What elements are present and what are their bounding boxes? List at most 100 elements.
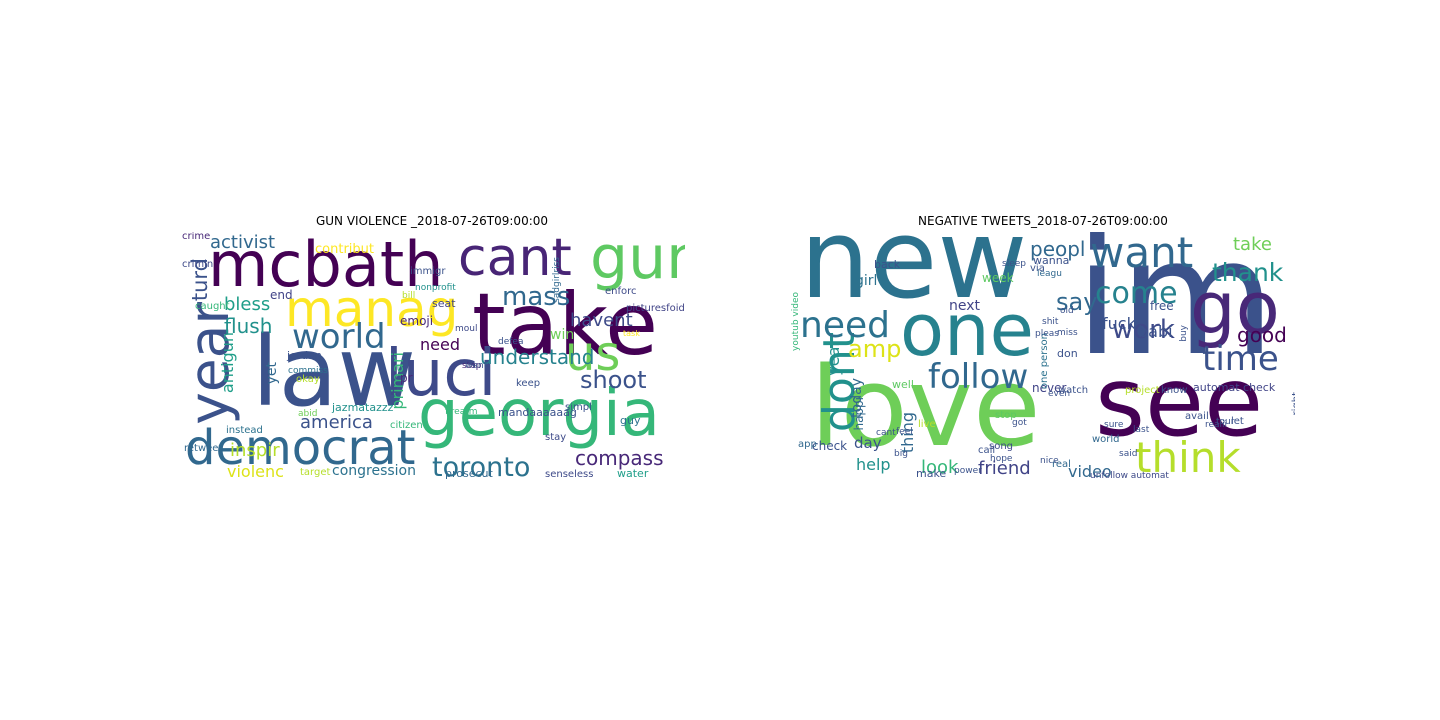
cloud-word: congression bbox=[332, 463, 416, 479]
cloud-word: feel bbox=[896, 427, 913, 437]
cloud-word: mass bbox=[502, 282, 571, 312]
cloud-word: automat check bbox=[1193, 381, 1276, 394]
cloud-word: luci bbox=[385, 337, 497, 411]
cloud-word: pleas bbox=[1035, 329, 1059, 339]
cloud-word: see bbox=[1095, 346, 1264, 458]
cloud-word: old bbox=[1060, 306, 1074, 316]
cloud-word: power bbox=[954, 466, 982, 476]
cloud-word: jordan bbox=[287, 349, 322, 362]
cloud-word: got bbox=[1012, 418, 1027, 428]
cloud-word: year bbox=[824, 340, 843, 376]
cloud-word: havent bbox=[570, 310, 633, 331]
cloud-word: babi bbox=[1138, 322, 1173, 341]
cloud-word: toronto bbox=[432, 452, 531, 482]
cloud-word: law bbox=[252, 316, 417, 428]
cloud-word: think bbox=[1135, 433, 1241, 482]
word-cloud-image: lawtakemcbathgeorgialucidemocratcantgunm… bbox=[180, 232, 685, 482]
cloud-word: emoji bbox=[400, 314, 434, 328]
cloud-word: amp bbox=[848, 335, 902, 363]
cloud-word: take bbox=[1233, 234, 1272, 255]
cloud-word: antigun bbox=[218, 332, 237, 394]
cloud-word: commiss bbox=[288, 366, 328, 376]
cloud-word: help bbox=[856, 455, 891, 474]
cloud-word: good bbox=[1237, 323, 1287, 347]
cloud-word: stop bbox=[995, 410, 1017, 421]
cloud-word: contribut bbox=[315, 242, 374, 257]
cloud-word: retweet bbox=[184, 443, 223, 454]
cloud-word: look bbox=[921, 457, 959, 478]
cloud-word: love bbox=[810, 343, 1041, 471]
cloud-word: need bbox=[420, 335, 460, 354]
cloud-word: let bbox=[1231, 416, 1244, 427]
cloud-word: thank bbox=[1212, 258, 1284, 287]
cloud-word: reaiii bbox=[1205, 420, 1228, 430]
cloud-word: make bbox=[916, 467, 947, 480]
cloud-word: gun bbox=[590, 232, 685, 293]
cloud-word: simpl bbox=[565, 402, 592, 413]
cloud-word: end bbox=[270, 288, 293, 302]
cloud-word: real bbox=[1052, 459, 1071, 470]
cloud-word: day bbox=[854, 434, 882, 452]
cloud-word: us bbox=[565, 326, 621, 382]
cloud-word: week bbox=[982, 271, 1014, 285]
cloud-word: unfollow automat bbox=[1090, 471, 1169, 481]
cloud-word: picturesfoid bbox=[626, 303, 685, 314]
cloud-word: citizen bbox=[390, 420, 423, 431]
cloud-word: water bbox=[617, 467, 649, 480]
cloud-word: peopl bbox=[1030, 237, 1086, 261]
cloud-word: live bbox=[918, 419, 936, 430]
cloud-word: sure bbox=[1104, 420, 1124, 430]
cloud-word: world bbox=[1092, 434, 1120, 445]
cloud-word: caught bbox=[195, 301, 230, 312]
cloud-word: activist bbox=[210, 232, 276, 253]
cloud-word: avail bbox=[1185, 411, 1209, 422]
cloud-word: follow bbox=[928, 357, 1029, 397]
panel-title: GUN VIOLENCE _2018-07-26T09:00:00 bbox=[315, 214, 549, 228]
cloud-word: never bbox=[1032, 381, 1067, 395]
cloud-word: america bbox=[300, 412, 373, 433]
cloud-word: buy bbox=[1179, 325, 1189, 342]
cloud-word: hope bbox=[990, 454, 1013, 464]
cloud-word: manag bbox=[285, 280, 459, 338]
cloud-word: said bbox=[1119, 449, 1138, 459]
cloud-word: back bbox=[874, 258, 901, 271]
cloud-word: last bbox=[1133, 425, 1150, 435]
cloud-word: crime bbox=[182, 232, 211, 242]
cloud-word: via bbox=[1030, 263, 1045, 274]
panel-title: NEGATIVE TWEETS_2018-07-26T09:00:00 bbox=[918, 214, 1168, 228]
cloud-word: understand bbox=[480, 345, 595, 369]
cloud-word: senseless bbox=[545, 469, 594, 480]
cloud-word: miss bbox=[1057, 328, 1078, 338]
cloud-word: call bbox=[978, 445, 996, 456]
cloud-word: check bbox=[812, 439, 848, 453]
word-cloud-image: new im love see one go want dont think need follow… bbox=[790, 232, 1295, 482]
cloud-word: right bbox=[1291, 392, 1295, 416]
cloud-word: mcbath bbox=[208, 232, 444, 301]
cloud-word: prosecut bbox=[445, 467, 493, 480]
cloud-word: target bbox=[300, 467, 331, 478]
cloud-word: guy bbox=[620, 414, 641, 427]
cloud-word: inspir bbox=[230, 440, 280, 461]
cloud-word: want bbox=[465, 361, 488, 371]
cloud-word: sleep bbox=[1002, 259, 1026, 269]
cloud-word: free bbox=[1150, 299, 1174, 313]
cloud-word: enforc bbox=[605, 286, 637, 297]
cloud-word: stop bbox=[462, 361, 482, 371]
cloud-word: want bbox=[1090, 232, 1194, 277]
cloud-word: even bbox=[1048, 389, 1071, 399]
cloud-word: one person bbox=[1039, 333, 1050, 390]
cloud-word: new bbox=[800, 232, 1028, 323]
cloud-word: don bbox=[1057, 347, 1078, 360]
cloud-word: shoot bbox=[580, 366, 647, 394]
cloud-word: say bbox=[1056, 288, 1098, 316]
cloud-word: mandaaaaaag bbox=[498, 406, 577, 419]
cloud-word: wanna bbox=[1033, 254, 1070, 267]
cloud-word: abid bbox=[298, 409, 318, 419]
cloud-word: next bbox=[949, 298, 981, 314]
cloud-word: tour bbox=[1216, 417, 1235, 427]
cloud-word: firearm bbox=[445, 407, 478, 417]
cloud-word: georgia bbox=[418, 377, 660, 451]
cloud-word: video bbox=[1068, 462, 1112, 481]
cloud-word: shit bbox=[1042, 317, 1059, 327]
cloud-word: cant bbox=[458, 232, 572, 288]
